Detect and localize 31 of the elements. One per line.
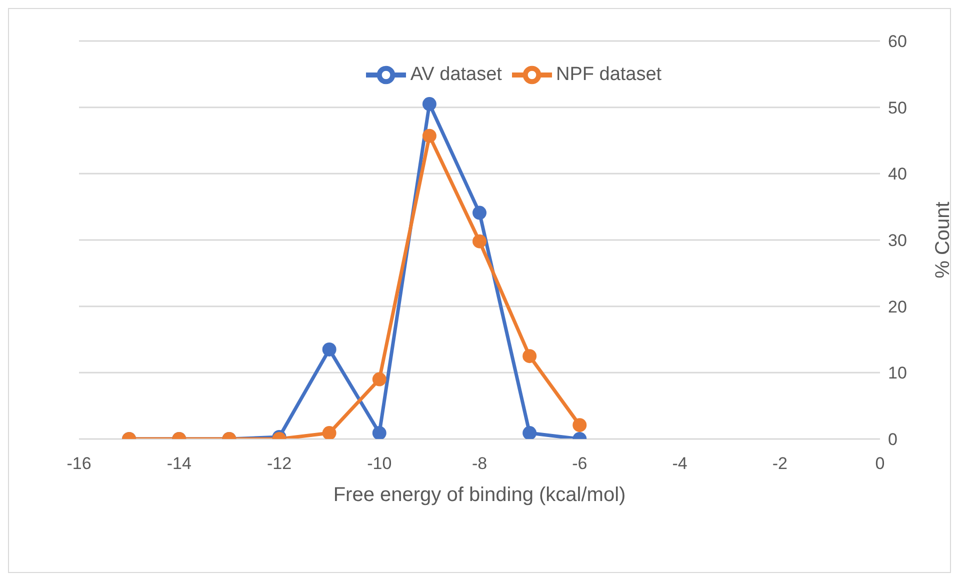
y-tick-label: 30: [888, 231, 907, 250]
point: [572, 418, 587, 432]
y-tick-label: 40: [888, 164, 907, 184]
legend-label: AV dataset: [410, 64, 502, 86]
y-tick-label: 60: [888, 32, 907, 52]
x-tick-label: -2: [772, 454, 788, 474]
point: [522, 349, 537, 364]
x-tick-label: -14: [166, 454, 192, 474]
x-tick-label: -16: [66, 454, 92, 474]
x-tick-label: -8: [472, 454, 488, 474]
x-tick-label: -10: [367, 454, 392, 474]
point: [472, 234, 486, 248]
point: [322, 342, 336, 356]
x-tick-label: -12: [266, 454, 292, 474]
y-tick-label: 20: [888, 297, 907, 316]
point: [372, 372, 386, 386]
x-tick-label: 0: [875, 454, 885, 474]
point: [322, 426, 336, 439]
point: [522, 426, 537, 439]
y-tick-label: 50: [888, 98, 907, 118]
point: [422, 97, 436, 112]
point: [472, 206, 486, 220]
x-axis-title: Free energy of binding (kcal/mol): [333, 484, 626, 506]
x-tick-label: -6: [572, 454, 588, 474]
y-tick-label: 10: [888, 364, 907, 383]
point: [422, 128, 436, 143]
y-axis-title: % Count: [932, 201, 954, 278]
legend-label: NPF dataset: [556, 64, 662, 86]
point: [372, 426, 386, 439]
y-tick-label: 0: [888, 430, 898, 450]
x-tick-label: -4: [672, 454, 688, 474]
